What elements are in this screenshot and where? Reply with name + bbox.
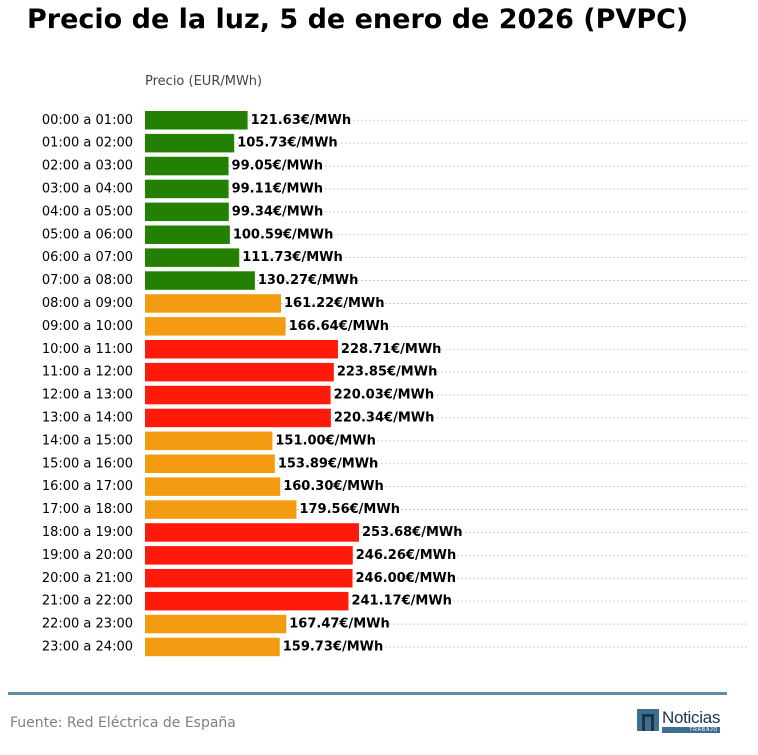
value-label: 160.30€/MWh	[283, 479, 384, 494]
value-label: 159.73€/MWh	[283, 639, 384, 654]
noticias-trabajo-logo: Noticias TRABAJO	[637, 709, 720, 733]
logo-subtitle: TRABAJO	[662, 727, 721, 733]
category-tick-label: 21:00 a 22:00	[42, 594, 133, 609]
category-tick-label: 14:00 a 15:00	[42, 433, 133, 448]
bar	[145, 477, 281, 496]
category-tick-label: 06:00 a 07:00	[42, 250, 133, 265]
value-label: 241.17€/MWh	[351, 594, 452, 609]
value-label: 130.27€/MWh	[258, 273, 359, 288]
bar	[145, 111, 248, 130]
value-label: 179.56€/MWh	[299, 502, 400, 517]
bar	[145, 156, 229, 176]
category-tick-label: 09:00 a 10:00	[42, 319, 133, 334]
value-label: 99.34€/MWh	[232, 204, 323, 219]
chart-title: Precio de la luz, 5 de enero de 2026 (PV…	[27, 4, 689, 35]
category-tick-label: 03:00 a 04:00	[42, 181, 133, 196]
bar	[145, 591, 349, 611]
category-tick-label: 11:00 a 12:00	[42, 365, 133, 380]
value-label: 246.00€/MWh	[356, 571, 457, 586]
value-label: 223.85€/MWh	[337, 365, 438, 380]
category-tick-label: 10:00 a 11:00	[42, 342, 133, 357]
value-label: 220.34€/MWh	[334, 410, 435, 425]
value-label: 246.26€/MWh	[356, 548, 457, 563]
source-note: Fuente: Red Eléctrica de España	[10, 715, 236, 731]
bar	[145, 362, 334, 382]
category-tick-label: 23:00 a 24:00	[42, 639, 133, 654]
bar	[145, 546, 353, 565]
value-label: 99.11€/MWh	[232, 181, 323, 196]
bar	[145, 179, 229, 199]
category-tick-label: 00:00 a 01:00	[42, 113, 133, 128]
bar	[145, 614, 287, 634]
value-label: 153.89€/MWh	[278, 456, 379, 471]
bar	[145, 523, 359, 542]
value-label: 151.00€/MWh	[275, 433, 376, 448]
bar	[145, 340, 338, 359]
category-tick-label: 16:00 a 17:00	[42, 479, 133, 494]
bar	[145, 294, 282, 313]
axis-label: Precio (EUR/MWh)	[145, 74, 263, 89]
footer-divider	[8, 692, 727, 695]
bar	[145, 225, 230, 244]
category-tick-label: 05:00 a 06:00	[42, 227, 133, 242]
category-tick-label: 22:00 a 23:00	[42, 617, 133, 632]
category-tick-label: 15:00 a 16:00	[42, 456, 133, 471]
bar	[145, 133, 235, 153]
category-tick-label: 18:00 a 19:00	[42, 525, 133, 540]
value-label: 111.73€/MWh	[242, 250, 343, 265]
bar	[145, 317, 286, 336]
value-label: 220.03€/MWh	[334, 388, 435, 403]
bar	[145, 202, 229, 222]
value-label: 228.71€/MWh	[341, 342, 442, 357]
value-label: 161.22€/MWh	[284, 296, 385, 311]
category-tick-label: 04:00 a 05:00	[42, 204, 133, 219]
value-label: 100.59€/MWh	[233, 227, 334, 242]
value-label: 166.64€/MWh	[289, 319, 390, 334]
bar	[145, 431, 273, 451]
bar	[145, 248, 240, 267]
bar	[145, 569, 353, 588]
category-tick-label: 02:00 a 03:00	[42, 159, 133, 174]
bar	[145, 385, 331, 405]
value-label: 121.63€/MWh	[251, 113, 351, 128]
value-label: 99.05€/MWh	[232, 159, 323, 174]
bar	[145, 454, 275, 473]
category-tick-label: 07:00 a 08:00	[42, 273, 133, 288]
category-tick-label: 08:00 a 09:00	[42, 296, 133, 311]
category-tick-label: 19:00 a 20:00	[42, 548, 133, 563]
value-label: 105.73€/MWh	[237, 136, 337, 151]
value-label: 167.47€/MWh	[289, 617, 390, 632]
bar-chart: 00:00 a 01:00 121.63€/MWh 01:00 a 02:00 105…	[42, 111, 748, 657]
category-tick-label: 20:00 a 21:00	[42, 571, 133, 586]
category-tick-label: 13:00 a 14:00	[42, 410, 133, 425]
category-tick-label: 01:00 a 02:00	[42, 136, 133, 151]
logo-icon	[637, 709, 659, 731]
bar	[145, 271, 255, 290]
category-tick-label: 12:00 a 13:00	[42, 388, 133, 403]
value-label: 253.68€/MWh	[362, 525, 463, 540]
bar	[145, 408, 331, 428]
bar	[145, 500, 297, 519]
bar	[145, 637, 280, 657]
category-tick-label: 17:00 a 18:00	[42, 502, 133, 517]
logo-wordmark: Noticias	[662, 708, 721, 727]
